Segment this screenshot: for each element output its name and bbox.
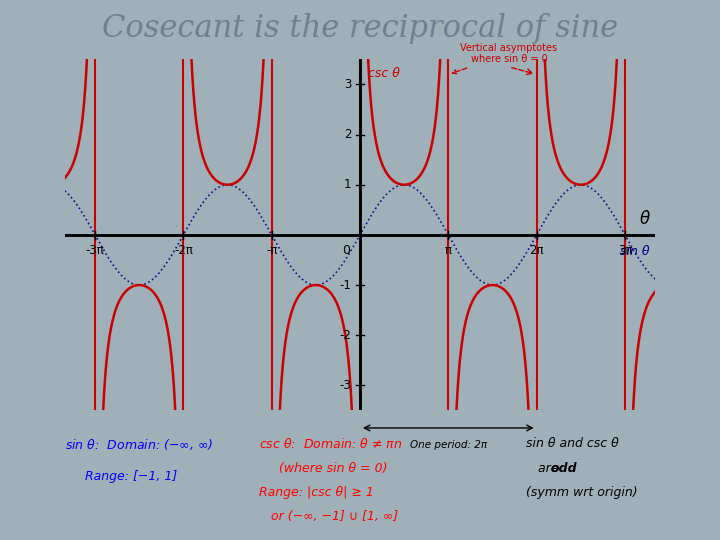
Text: sin θ and csc θ: sin θ and csc θ bbox=[526, 437, 618, 450]
Text: Range: [−1, 1]: Range: [−1, 1] bbox=[65, 470, 177, 483]
Text: csc θ: csc θ bbox=[369, 67, 400, 80]
Text: 2: 2 bbox=[344, 128, 351, 141]
Text: sin θ: sin θ bbox=[620, 245, 649, 258]
Text: π: π bbox=[445, 244, 452, 257]
Text: 1: 1 bbox=[344, 178, 351, 191]
Text: (where sin θ = 0): (where sin θ = 0) bbox=[259, 462, 387, 475]
Text: θ: θ bbox=[639, 211, 649, 228]
Text: 2π: 2π bbox=[529, 244, 544, 257]
Text: Cosecant is the reciprocal of sine: Cosecant is the reciprocal of sine bbox=[102, 14, 618, 44]
Text: Vertical asymptotes
where sin θ = 0: Vertical asymptotes where sin θ = 0 bbox=[452, 43, 557, 73]
Text: -2: -2 bbox=[340, 329, 351, 342]
Text: 0: 0 bbox=[342, 244, 350, 257]
Text: or (−∞, −1] ∪ [1, ∞]: or (−∞, −1] ∪ [1, ∞] bbox=[259, 510, 398, 523]
Text: $sin\ \theta$:  Domain: (−∞, ∞): $sin\ \theta$: Domain: (−∞, ∞) bbox=[65, 437, 213, 453]
Text: Range: |csc θ| ≥ 1: Range: |csc θ| ≥ 1 bbox=[259, 486, 374, 499]
Text: 3: 3 bbox=[344, 78, 351, 91]
Text: -π: -π bbox=[266, 244, 277, 257]
Text: $csc\ \theta$:  Domain: θ ≠ πn: $csc\ \theta$: Domain: θ ≠ πn bbox=[259, 437, 402, 451]
Text: 3π: 3π bbox=[618, 244, 632, 257]
Text: One period: 2π: One period: 2π bbox=[410, 441, 487, 450]
Text: odd: odd bbox=[551, 462, 577, 475]
Text: -1: -1 bbox=[340, 279, 351, 292]
Text: -3: -3 bbox=[340, 379, 351, 392]
Text: -2π: -2π bbox=[174, 244, 193, 257]
Text: are: are bbox=[526, 462, 562, 475]
Text: -3π: -3π bbox=[86, 244, 104, 257]
Text: (symm wrt origin): (symm wrt origin) bbox=[526, 486, 637, 499]
